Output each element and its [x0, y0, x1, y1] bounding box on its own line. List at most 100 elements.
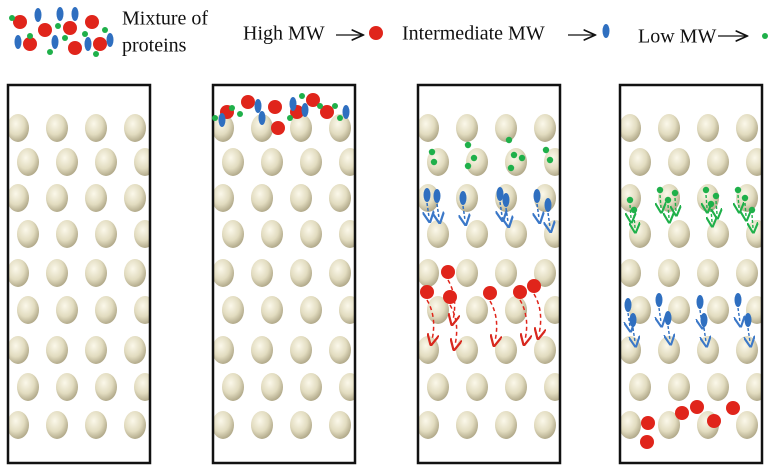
protein-int: [219, 113, 226, 127]
bead: [290, 336, 312, 364]
bead: [251, 336, 273, 364]
bead: [668, 148, 690, 176]
protein-low: [62, 35, 68, 41]
protein-low: [237, 111, 243, 117]
bead: [619, 411, 641, 439]
legend: Mixture of proteins High MW Intermediate…: [122, 8, 768, 57]
bead: [261, 220, 283, 248]
bead: [629, 373, 651, 401]
bead: [619, 336, 641, 364]
protein-low: [657, 187, 663, 193]
bead: [339, 296, 361, 324]
bead: [261, 296, 283, 324]
bead: [85, 411, 107, 439]
bead: [736, 259, 758, 287]
protein-high: [443, 290, 457, 304]
bead: [427, 220, 449, 248]
beads: [212, 114, 361, 439]
bead: [124, 336, 146, 364]
bead: [300, 296, 322, 324]
protein-low: [317, 103, 323, 109]
protein-high: [420, 285, 434, 299]
beads: [7, 114, 156, 439]
legend-low: Low MW: [638, 26, 716, 48]
protein-high: [271, 121, 285, 135]
flow-arrow: [659, 308, 661, 322]
bead: [7, 336, 29, 364]
bead: [95, 296, 117, 324]
protein-low: [735, 187, 741, 193]
bead: [95, 373, 117, 401]
protein-low: [672, 190, 678, 196]
flow-arrow: [450, 305, 457, 345]
bead: [339, 373, 361, 401]
protein-high: [68, 41, 82, 55]
bead: [456, 259, 478, 287]
bead: [707, 148, 729, 176]
protein-int: [735, 293, 742, 307]
flow-arrow: [437, 204, 439, 218]
bead: [736, 336, 758, 364]
bead: [495, 336, 517, 364]
protein-low: [299, 93, 305, 99]
bead: [261, 148, 283, 176]
bead: [290, 184, 312, 212]
bead: [456, 114, 478, 142]
protein-low: [519, 155, 525, 161]
bead: [466, 148, 488, 176]
protein-int: [302, 103, 309, 117]
protein-low: [102, 27, 108, 33]
bead: [85, 184, 107, 212]
bead: [736, 114, 758, 142]
bead: [134, 296, 156, 324]
protein-int: [255, 99, 262, 113]
bead: [95, 220, 117, 248]
bead: [46, 114, 68, 142]
bead: [697, 336, 719, 364]
bead: [329, 184, 351, 212]
bead: [629, 148, 651, 176]
bead: [124, 259, 146, 287]
protein-low: [547, 157, 553, 163]
bead: [290, 259, 312, 287]
bead: [629, 220, 651, 248]
protein-low: [631, 207, 637, 213]
bead: [534, 336, 556, 364]
protein-high: [527, 279, 541, 293]
bead: [124, 411, 146, 439]
bead: [658, 336, 680, 364]
bead: [222, 296, 244, 324]
protein-low: [508, 165, 514, 171]
protein-low: [229, 105, 235, 111]
bead: [668, 373, 690, 401]
protein-int: [534, 189, 541, 203]
bead: [212, 259, 234, 287]
column: [417, 85, 566, 463]
protein-low: [749, 207, 755, 213]
protein-high: [268, 100, 282, 114]
protein-int: [72, 7, 79, 21]
bead: [456, 336, 478, 364]
protein-high: [38, 23, 52, 37]
protein-high: [85, 15, 99, 29]
bead: [746, 148, 768, 176]
protein-high: [441, 265, 455, 279]
protein-low: [506, 137, 512, 143]
protein-low: [471, 155, 477, 161]
page: {"legend": {"mixture": ["Mixture of", "p…: [0, 0, 778, 466]
protein-high: [640, 435, 654, 449]
protein-int: [424, 188, 431, 202]
bead: [505, 148, 527, 176]
bead: [466, 296, 488, 324]
bead: [290, 411, 312, 439]
bead: [85, 336, 107, 364]
flow-arrow: [738, 308, 740, 322]
legend-mixture: Mixture of: [122, 8, 208, 30]
protein-high: [675, 406, 689, 420]
bead: [134, 373, 156, 401]
bead: [697, 259, 719, 287]
bead: [134, 220, 156, 248]
bead: [534, 114, 556, 142]
protein-low: [287, 115, 293, 121]
protein-low: [93, 51, 99, 57]
